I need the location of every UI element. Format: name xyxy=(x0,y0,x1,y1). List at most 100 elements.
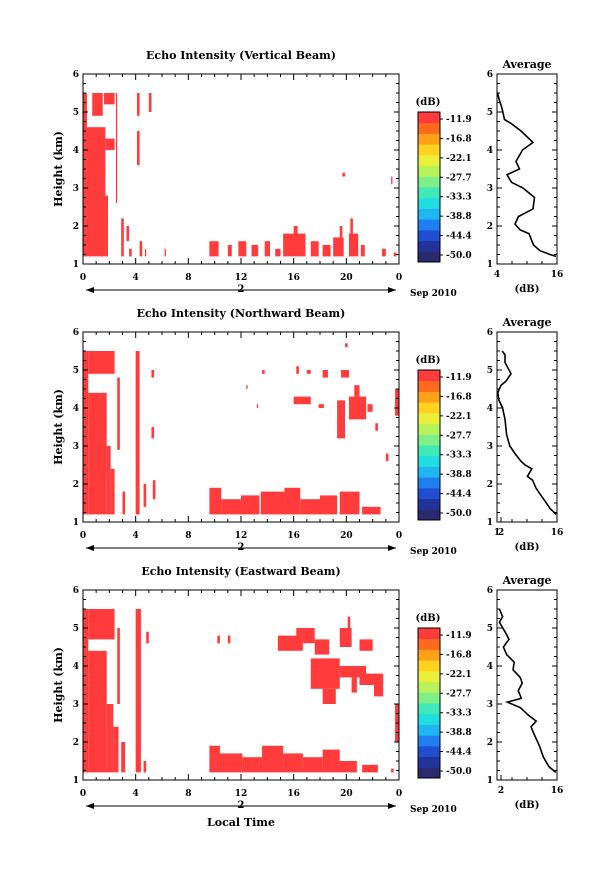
echo-cell xyxy=(146,631,149,644)
y-tick-label: 1 xyxy=(487,260,493,270)
echo-cell xyxy=(126,226,130,242)
colorbar-tick-label: -38.8 xyxy=(446,470,472,480)
colorbar-swatch xyxy=(418,133,440,145)
echo-cell xyxy=(322,749,340,773)
colorbar-swatch xyxy=(418,240,440,252)
colorbar-frame xyxy=(417,627,441,779)
y-tick-label: 4 xyxy=(487,146,493,156)
echo-cell xyxy=(209,745,220,773)
y-tick-label: 5 xyxy=(487,108,493,118)
x-tick-label: 16 xyxy=(287,531,300,541)
echo-cell xyxy=(219,753,243,773)
x-tick-label: 16 xyxy=(287,789,300,799)
colorbar-swatch xyxy=(418,724,440,736)
echo-cell xyxy=(348,233,359,257)
colorbar-swatch xyxy=(418,380,440,392)
echo-cell xyxy=(122,491,126,515)
echo-cell xyxy=(310,241,319,257)
x-tick-label: 8 xyxy=(185,789,191,799)
y-tick-label: 3 xyxy=(73,184,79,194)
echo-cell xyxy=(359,673,384,685)
colorbar-swatch xyxy=(418,756,440,768)
panel-northward-beam: Echo Intensity (Northward Beam) 0 4 8 12 16 2… xyxy=(52,307,472,557)
colorbar-tick-label: -16.8 xyxy=(446,392,472,402)
echo-heatmap xyxy=(83,609,399,773)
y-axis-label: Height (km) xyxy=(52,131,65,207)
echo-cell xyxy=(339,628,352,647)
echo-cell xyxy=(262,370,265,374)
colorbar-tick-label: -27.7 xyxy=(446,431,472,441)
echo-cell xyxy=(284,487,301,515)
colorbar-tick-label: -22.1 xyxy=(446,670,472,680)
average-title: Average xyxy=(501,58,551,71)
echo-cell xyxy=(209,241,219,257)
echo-cell xyxy=(367,404,373,412)
colorbar-tick-label: -50.0 xyxy=(446,251,472,261)
colorbar-swatch xyxy=(418,154,440,167)
echo-cell xyxy=(238,241,247,257)
echo-cell xyxy=(110,468,115,515)
y-tick-label: 2 xyxy=(73,222,79,232)
y-tick-label: 1 xyxy=(487,776,493,786)
colorbar-tick-label: -44.4 xyxy=(446,490,472,500)
echo-cell xyxy=(283,753,303,773)
echo-cell xyxy=(83,351,89,515)
average-frame xyxy=(496,589,558,781)
colorbar-swatch xyxy=(418,208,440,220)
echo-cell xyxy=(148,93,152,112)
echo-cell xyxy=(121,218,124,257)
echo-cell xyxy=(88,609,115,640)
average-xlabel: (dB) xyxy=(515,542,540,553)
y-tick-label: 5 xyxy=(73,108,79,118)
echo-cell xyxy=(242,757,263,773)
colorbar-tick-label: -16.8 xyxy=(446,134,472,144)
echo-cell xyxy=(351,677,357,693)
echo-cell xyxy=(318,404,324,408)
echo-cell xyxy=(88,650,107,773)
echo-cell xyxy=(151,370,155,378)
average-profile-line xyxy=(496,92,557,258)
echo-cell xyxy=(106,704,114,773)
colorbar-swatch xyxy=(418,445,440,457)
y-tick-label: 3 xyxy=(73,442,79,452)
colorbar-swatch xyxy=(418,434,440,446)
y-tick-label: 6 xyxy=(73,328,79,338)
y-tick-label: 4 xyxy=(487,662,493,672)
colorbar-tick-label: -22.1 xyxy=(446,412,472,422)
date-label: Sep 2010 xyxy=(410,547,457,557)
echo-cell xyxy=(227,635,231,644)
echo-cell xyxy=(339,491,360,515)
y-tick-label: 6 xyxy=(73,70,79,80)
echo-cell xyxy=(129,248,132,257)
y-tick-label: 4 xyxy=(487,404,493,414)
x-tick-label: 20 xyxy=(340,789,353,799)
x-tick-label: 4 xyxy=(494,270,500,280)
echo-cell xyxy=(341,370,349,378)
echo-heatmap xyxy=(83,343,399,515)
echo-cell xyxy=(135,609,141,773)
colorbar-scale: -11.9 -16.8 -22.1 -27.7 -33.3 -38.8 -44.4 -50.0 xyxy=(417,111,472,263)
x-tick-label: 16 xyxy=(287,273,300,283)
y-tick-label: 2 xyxy=(73,480,79,490)
x-tick-label: 2 xyxy=(498,786,504,796)
echo-cell xyxy=(300,499,320,515)
colorbar-swatch xyxy=(418,423,440,435)
average-frame xyxy=(496,73,558,265)
y-tick-label: 4 xyxy=(73,404,79,414)
average-title: Average xyxy=(501,316,551,329)
echo-cell xyxy=(264,241,270,257)
echo-cell xyxy=(246,385,248,389)
echo-cell xyxy=(345,343,348,348)
colorbar-tick-label: -50.0 xyxy=(446,767,472,777)
average-profile-line xyxy=(496,350,557,515)
chart-title: Echo Intensity (Eastward Beam) xyxy=(141,565,340,578)
echo-cell xyxy=(339,226,343,238)
colorbar-swatch xyxy=(418,767,440,779)
x-tick-label: 16 xyxy=(551,270,564,280)
x-tick-label: 12 xyxy=(235,531,248,541)
colorbar: (dB) -11.9 -16.8 -22.1 -27.7 -33.3 -38.8 -44.4… xyxy=(416,355,472,521)
